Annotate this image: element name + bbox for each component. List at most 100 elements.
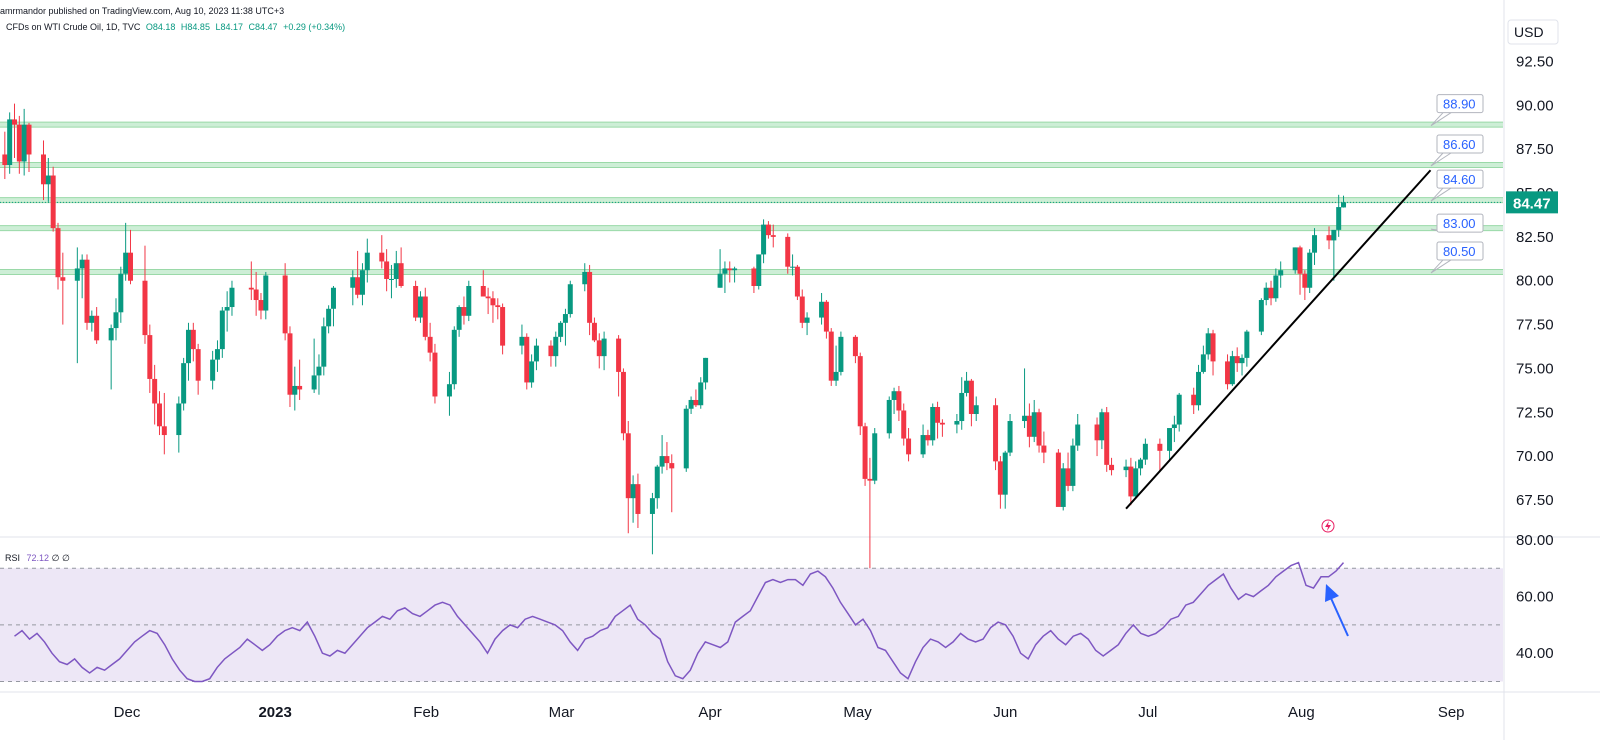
ohlc-high: H84.85 xyxy=(180,22,210,32)
candle-body xyxy=(1263,287,1269,301)
candle-body xyxy=(794,266,800,297)
candle-body xyxy=(761,224,767,255)
candle-body xyxy=(635,484,641,514)
candle-body xyxy=(862,426,868,479)
candle-body xyxy=(7,119,13,165)
candle-body xyxy=(413,285,419,318)
candle-body xyxy=(321,326,327,367)
time-tick-label: Dec xyxy=(114,704,141,721)
candle-body xyxy=(823,301,829,332)
candle-body xyxy=(292,385,298,395)
candle-body xyxy=(417,296,423,318)
candle-body xyxy=(1094,424,1100,441)
rsi-arrow-head[interactable] xyxy=(1325,584,1339,602)
candle-body xyxy=(176,403,182,436)
candle-body xyxy=(587,271,593,323)
candle-body xyxy=(920,435,926,455)
candle-body xyxy=(838,336,844,372)
rsi-tick-label: 40.00 xyxy=(1516,645,1554,662)
level-callout-box[interactable] xyxy=(1436,241,1484,261)
candle-body xyxy=(1002,452,1008,495)
candle-body xyxy=(659,456,665,467)
candle-body xyxy=(55,228,61,278)
level-callout-box[interactable] xyxy=(1436,213,1484,233)
candle-body xyxy=(717,273,723,288)
candle-body xyxy=(451,329,457,385)
time-tick-label: Jun xyxy=(993,704,1017,721)
current-price-tag xyxy=(1506,191,1558,214)
candle-body xyxy=(548,345,554,357)
trendline[interactable] xyxy=(1125,169,1432,510)
price-tick-label: 72.50 xyxy=(1516,404,1554,421)
rsi-tick-label: 80.00 xyxy=(1516,532,1554,549)
candle-body xyxy=(359,270,365,295)
rsi-line[interactable] xyxy=(14,561,1345,683)
price-tick-label: 82.50 xyxy=(1516,229,1554,246)
candle-body xyxy=(108,328,114,341)
time-tick-label: Apr xyxy=(698,704,721,721)
level-zone[interactable] xyxy=(0,225,1503,231)
ohlc-open: O84.18 xyxy=(145,22,176,32)
candle-body xyxy=(968,380,974,415)
candle-body xyxy=(330,287,336,309)
candle-body xyxy=(490,298,496,306)
level-callout-pointer xyxy=(1430,112,1452,127)
level-zone[interactable] xyxy=(0,162,1503,168)
candle-body xyxy=(446,384,452,397)
candle-body xyxy=(1258,300,1264,332)
candle-body xyxy=(582,271,588,285)
level-callout-box[interactable] xyxy=(1436,169,1484,189)
candle-body xyxy=(79,259,85,269)
candle-body xyxy=(872,433,878,481)
candle-body xyxy=(74,268,80,281)
candle-body xyxy=(1031,412,1037,437)
candle-body xyxy=(732,268,738,271)
candle-body xyxy=(867,478,873,481)
candle-body xyxy=(355,277,361,295)
candle-body xyxy=(1026,415,1032,437)
candle-body xyxy=(500,307,506,346)
candle-body xyxy=(649,498,655,514)
candle-body xyxy=(765,224,771,236)
candle-body xyxy=(1225,361,1231,385)
level-callout-box[interactable] xyxy=(1436,134,1484,154)
candle-body xyxy=(1292,247,1298,271)
candle-body xyxy=(935,406,941,423)
ohlc-change: +0.29 (+0.34%) xyxy=(283,22,346,32)
candle-body xyxy=(1196,371,1202,406)
candle-body xyxy=(364,252,370,271)
level-zone[interactable] xyxy=(0,197,1503,203)
candle-body xyxy=(214,349,220,360)
rsi-label[interactable]: RSI xyxy=(5,553,21,563)
currency-box[interactable] xyxy=(1507,19,1559,45)
candle-body xyxy=(756,254,762,286)
event-flash-icon[interactable] xyxy=(1321,519,1335,533)
candle-body xyxy=(799,296,805,323)
level-callout-pointer xyxy=(1430,259,1452,274)
candle-body xyxy=(253,289,259,301)
candle-body xyxy=(84,259,90,323)
level-callout-box[interactable] xyxy=(1436,94,1484,114)
current-price-label: 84.47 xyxy=(1513,195,1551,212)
candle-body xyxy=(495,305,501,308)
candle-body xyxy=(1036,412,1042,446)
candle-body xyxy=(11,119,17,125)
candle-body xyxy=(422,296,428,337)
candle-body xyxy=(1176,394,1182,425)
candle-body xyxy=(852,336,858,357)
price-tick-label: 80.00 xyxy=(1516,273,1554,290)
candle-body xyxy=(1041,445,1047,453)
candle-body xyxy=(596,340,602,357)
candle-body xyxy=(1278,270,1284,276)
candle-body xyxy=(195,349,201,381)
candle-body xyxy=(891,391,897,400)
level-zone[interactable] xyxy=(0,122,1503,128)
candle-body xyxy=(601,338,607,357)
candle-body xyxy=(664,456,670,464)
candle-body xyxy=(190,329,196,350)
candle-body xyxy=(1167,428,1173,451)
candle-body xyxy=(1128,466,1134,497)
candle-body xyxy=(282,275,288,334)
symbol-name[interactable]: CFDs on WTI Crude Oil, 1D, TVC xyxy=(6,22,141,32)
